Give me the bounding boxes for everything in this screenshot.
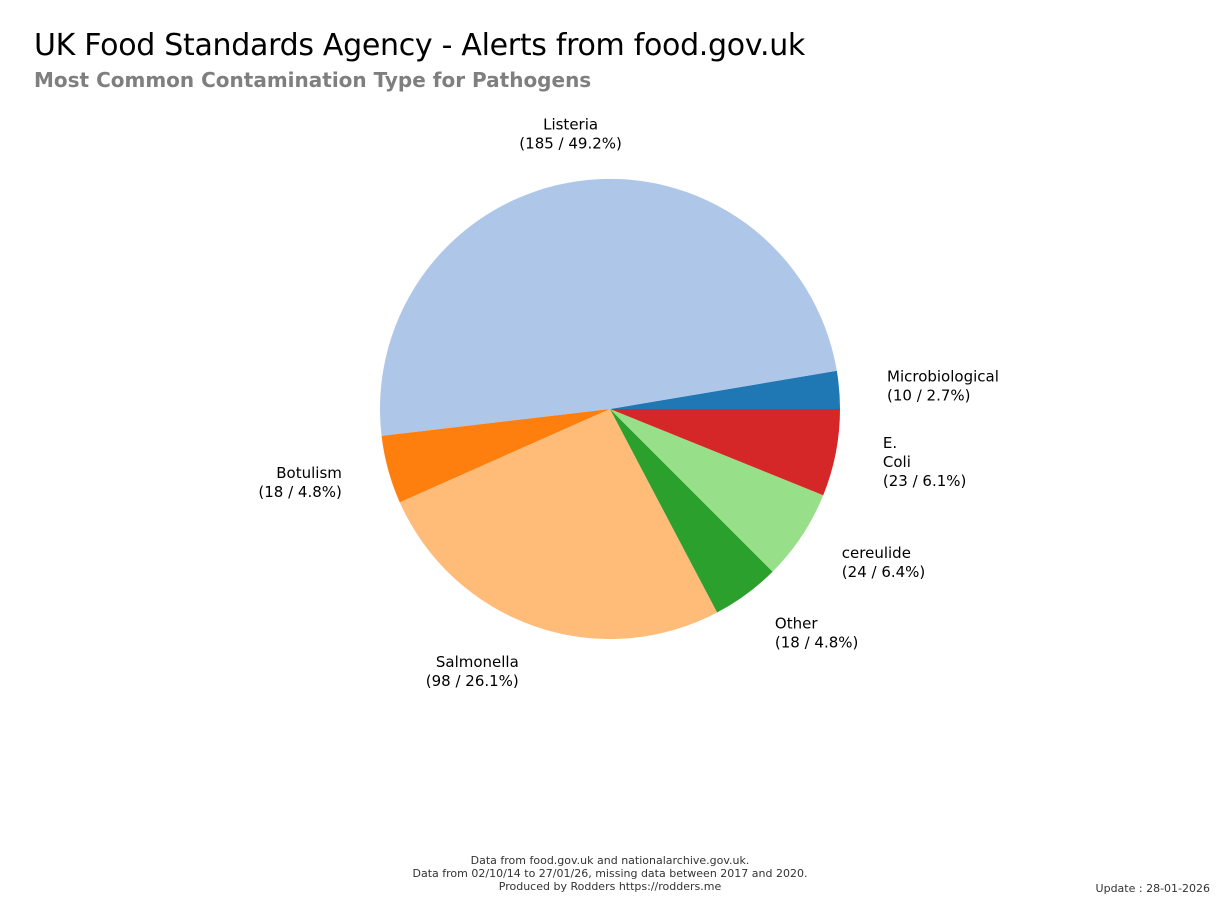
pie-label-value: (23 / 6.1%) bbox=[883, 472, 967, 490]
pie-label-name: Microbiological bbox=[887, 367, 999, 385]
pie-label-name: E. bbox=[883, 434, 897, 452]
pie-slice-botulism bbox=[381, 409, 610, 503]
update-label: Update : 28-01-2026 bbox=[1095, 882, 1210, 895]
pie-label-name: Other bbox=[775, 614, 818, 632]
footer-line-3: Produced by Rodders https://rodders.me bbox=[498, 880, 722, 893]
pie-label-botulism: Botulism (18 / 4.8%) bbox=[258, 464, 342, 501]
pie-slice-other bbox=[610, 409, 773, 613]
pie-label-name: Botulism bbox=[276, 464, 342, 482]
pie-label-cereulide: cereulide (24 / 6.4%) bbox=[842, 544, 926, 581]
pie-label-name: Salmonella bbox=[436, 653, 519, 671]
pie-label-listeria: Listeria (185 / 49.2%) bbox=[519, 115, 622, 152]
pie-label-name: Coli bbox=[883, 453, 911, 471]
pie-label-microbiological: Microbiological (10 / 2.7%) bbox=[887, 367, 999, 404]
pie-label-value: (98 / 26.1%) bbox=[426, 672, 519, 690]
pie-label-name: cereulide bbox=[842, 544, 911, 562]
footer-notes: Data from food.gov.uk and nationalarchiv… bbox=[0, 854, 1220, 893]
footer-line-2: Data from 02/10/14 to 27/01/26, missing … bbox=[412, 867, 808, 880]
pie-slice-e-coli bbox=[610, 409, 840, 496]
pie-slice-microbiological bbox=[610, 370, 840, 409]
pie-label-value: (24 / 6.4%) bbox=[842, 563, 926, 581]
chart-title: UK Food Standards Agency - Alerts from f… bbox=[34, 28, 805, 63]
pie-label-value: (10 / 2.7%) bbox=[887, 386, 971, 404]
pie-slices bbox=[379, 178, 840, 640]
pie-label-other: Other (18 / 4.8%) bbox=[775, 614, 859, 651]
chart-subtitle: Most Common Contamination Type for Patho… bbox=[34, 68, 592, 92]
pie-labels: Microbiological (10 / 2.7%) Listeria (185 /… bbox=[258, 115, 998, 690]
footer-line-1: Data from food.gov.uk and nationalarchiv… bbox=[470, 854, 750, 867]
pie-label-name: Listeria bbox=[543, 115, 598, 133]
pie-label-salmonella: Salmonella (98 / 26.1%) bbox=[426, 653, 519, 690]
pie-label-value: (18 / 4.8%) bbox=[775, 633, 859, 651]
pie-slice-salmonella bbox=[399, 409, 718, 640]
pie-label-value: (18 / 4.8%) bbox=[258, 483, 342, 501]
pie-label-e-coli: E. Coli (23 / 6.1%) bbox=[883, 434, 967, 490]
pie-slice-cereulide bbox=[610, 409, 824, 572]
pie-label-value: (185 / 49.2%) bbox=[519, 134, 622, 152]
pie-slice-listeria bbox=[379, 178, 837, 436]
